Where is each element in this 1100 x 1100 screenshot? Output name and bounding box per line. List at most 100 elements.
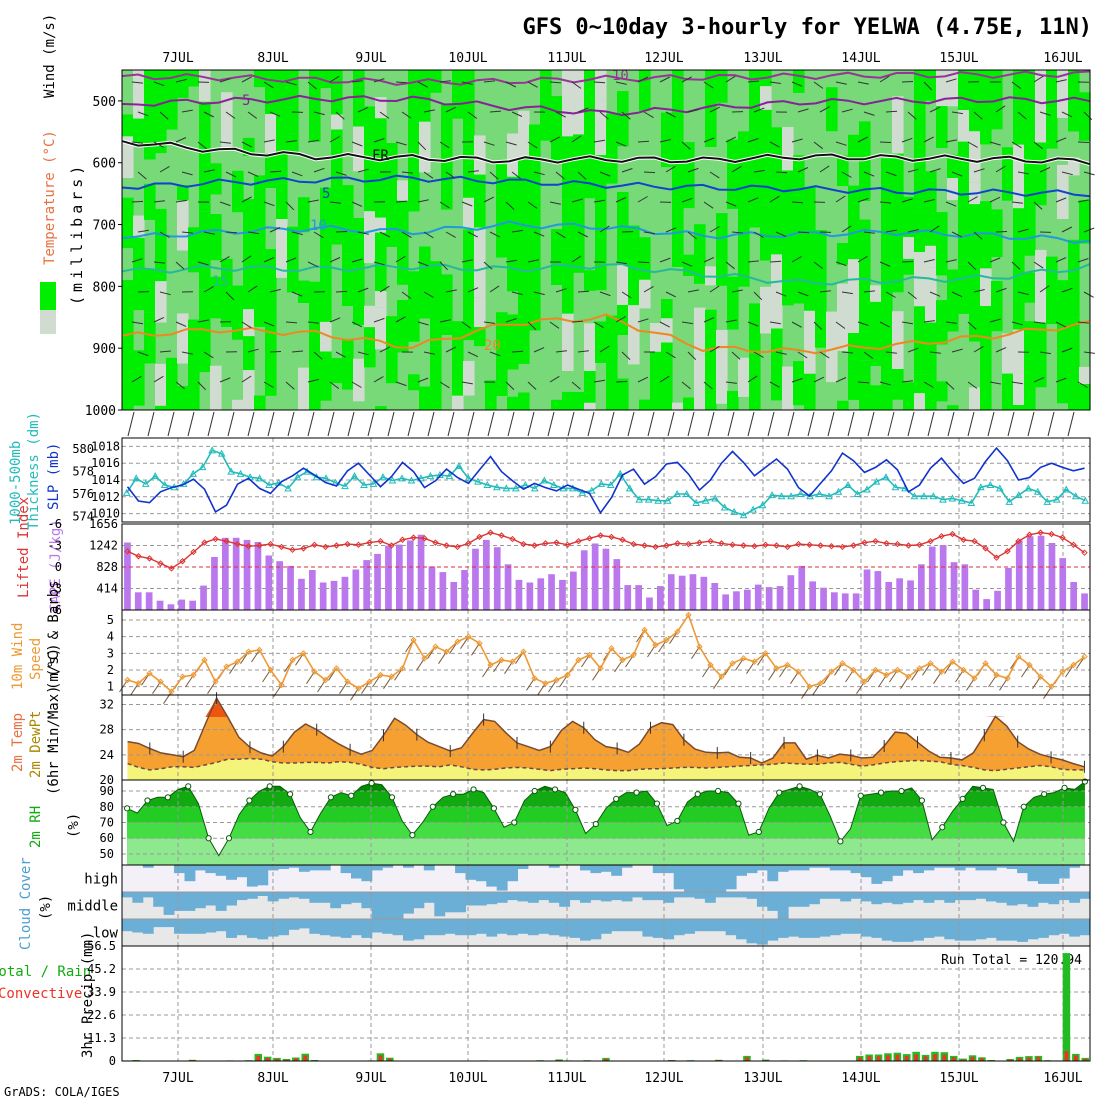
rh-cell [749, 115, 761, 184]
wind-barb [483, 321, 495, 324]
wind-barb [929, 168, 941, 173]
wind-barb [549, 375, 560, 383]
wind-tick: 5 [107, 613, 114, 627]
precip-tick: 33.9 [87, 985, 116, 999]
rh-cell [474, 327, 486, 347]
rh-cell [463, 107, 475, 145]
thickness-line-point [1062, 485, 1071, 493]
cape-bar [222, 537, 229, 610]
cloud-cell-low [1038, 919, 1049, 938]
lifted-index-point [399, 536, 406, 543]
wind-barb [923, 199, 935, 203]
lifted-index-point [762, 541, 769, 548]
rh-cell [1035, 142, 1047, 206]
rh-cell [749, 183, 761, 228]
cape-bar [918, 564, 925, 610]
thickness-line-point [891, 483, 900, 491]
rh2m-point [898, 787, 905, 795]
lifted-index-line [127, 531, 1085, 570]
wind-speed-line-point [179, 673, 186, 680]
rh-cell [364, 106, 376, 150]
wind-barb [863, 351, 874, 359]
cape-bar [341, 576, 349, 610]
cloud-cell-low [142, 919, 154, 934]
wind-barb [153, 261, 165, 264]
wind-barb [555, 231, 566, 239]
wind-barb [709, 226, 720, 233]
wind-barb [335, 231, 348, 233]
rh-cell [177, 70, 189, 98]
wind-barb-10m [933, 671, 942, 684]
rh-cell [727, 390, 739, 410]
rh-cell [331, 129, 343, 172]
rh-cell [309, 391, 321, 410]
rh-cell [716, 329, 728, 404]
rh2m-point [164, 794, 171, 801]
wind-barb [615, 316, 626, 323]
wind-barb [593, 379, 605, 383]
lifted-index-point [674, 540, 681, 547]
cloud-cell-low [257, 919, 269, 940]
rh-cell [199, 101, 211, 121]
wind-barb [285, 381, 295, 390]
wind-barb [335, 290, 348, 293]
wind-barb [241, 141, 253, 148]
rh-cell [584, 92, 596, 155]
surface-wind-barb [947, 411, 955, 437]
wind-barb [439, 80, 451, 83]
cloud-cell-low [569, 919, 581, 938]
cloud-cell-low [652, 919, 664, 938]
cloud-cell-middle [798, 892, 810, 907]
cloud-cell-middle [569, 892, 581, 901]
rh-cell [276, 183, 288, 219]
wind-barb [879, 381, 891, 386]
thickness-line-point [606, 480, 615, 489]
wind-barb-10m [207, 681, 216, 694]
wind-speed-line-point [773, 665, 780, 672]
wind-barb [725, 381, 737, 384]
cloud-cell-low [892, 919, 904, 942]
thickness-line-point [407, 476, 416, 484]
rh-cell [1024, 394, 1036, 410]
cloud-cell-low [840, 919, 852, 934]
surface-wind-barb [527, 411, 535, 437]
rh-cell [1013, 231, 1025, 277]
wind-barb [461, 81, 473, 85]
lifted-index-tick: 3 [55, 582, 62, 596]
cloud-cell-high [423, 865, 435, 871]
lifted-index-point [894, 540, 901, 548]
rh-cell [892, 212, 904, 248]
wind-barb [489, 351, 501, 357]
precip-convective-bar [388, 1058, 392, 1061]
cloud-cell-high [861, 865, 872, 878]
rh-cell [452, 321, 464, 396]
rh-cell [617, 119, 629, 147]
wind-barb [945, 381, 955, 390]
panel-frame [121, 437, 1091, 523]
rh2m-point [653, 800, 661, 807]
wind-speed-line-point [564, 671, 571, 679]
rh-cell [947, 405, 959, 410]
rh-cell [419, 151, 431, 173]
rh-cell [782, 283, 794, 306]
rh-cell [122, 280, 134, 335]
cape-bar [330, 580, 338, 610]
wind-barb [329, 317, 341, 323]
wind-barb [445, 289, 457, 293]
wind-barb [241, 196, 252, 203]
rh-cell [606, 315, 618, 386]
lifted-index-point [410, 534, 417, 541]
wind-speed-line-point [410, 636, 417, 644]
wind-barb [181, 109, 193, 113]
rh2m-tick: 50 [100, 847, 114, 861]
run-total-label: Run Total = [941, 953, 1027, 968]
pressure-tick: 1000 [85, 404, 116, 419]
rh-cell [551, 261, 563, 285]
pressure-tick: 600 [93, 157, 116, 172]
thickness-line-point [426, 472, 435, 480]
cloud-cell-middle [871, 892, 883, 905]
cloud-cell-low [632, 919, 643, 932]
rh-cell [496, 333, 508, 396]
label-convective: Convective [0, 986, 82, 1002]
rh2m-point [979, 784, 987, 791]
